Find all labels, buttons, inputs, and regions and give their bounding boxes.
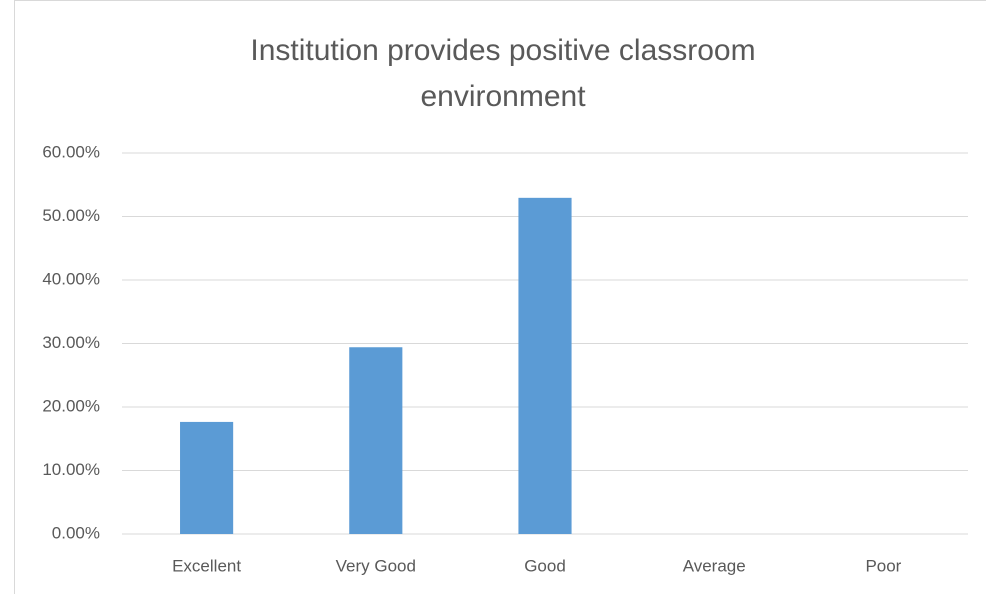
- bar: [180, 421, 234, 534]
- y-tick-label: 10.00%: [42, 460, 100, 479]
- y-tick-label: 40.00%: [42, 269, 100, 288]
- x-tick-label: Excellent: [172, 556, 241, 575]
- x-tick-label: Good: [524, 556, 566, 575]
- y-tick-label: 0.00%: [52, 523, 100, 542]
- y-tick-label: 20.00%: [42, 396, 100, 415]
- x-tick-label: Very Good: [336, 556, 416, 575]
- bar: [349, 347, 403, 534]
- chart-border: [14, 0, 986, 594]
- y-tick-label: 60.00%: [42, 142, 100, 161]
- bar: [518, 197, 572, 534]
- y-tick-label: 30.00%: [42, 333, 100, 352]
- chart-title: Institution provides positive classroom …: [250, 34, 756, 113]
- x-tick-label: Average: [683, 556, 746, 575]
- y-tick-label: 50.00%: [42, 206, 100, 225]
- x-tick-label: Poor: [865, 556, 901, 575]
